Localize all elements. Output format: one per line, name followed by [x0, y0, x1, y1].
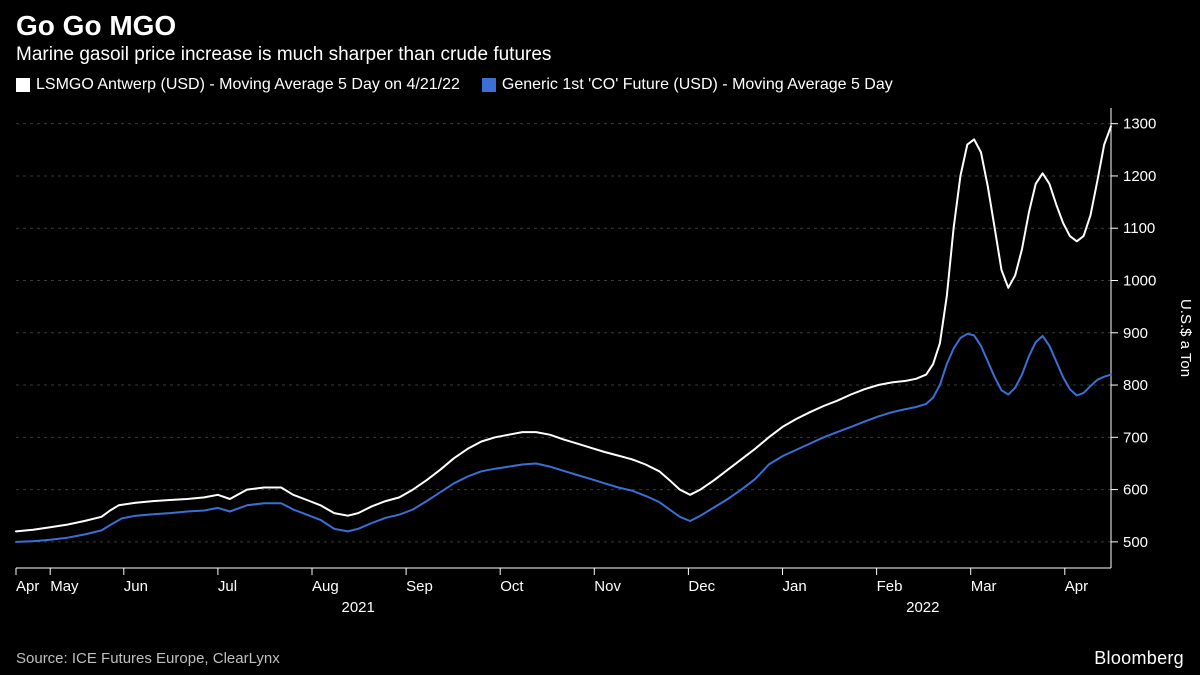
svg-text:Feb: Feb — [877, 578, 903, 595]
source-attribution: Source: ICE Futures Europe, ClearLynx — [16, 650, 280, 667]
svg-text:May: May — [50, 578, 79, 595]
svg-text:Jul: Jul — [218, 578, 237, 595]
svg-text:2021: 2021 — [342, 599, 375, 616]
legend-swatch-co — [482, 78, 496, 92]
legend-label-co: Generic 1st 'CO' Future (USD) - Moving A… — [502, 76, 893, 94]
svg-text:700: 700 — [1123, 429, 1148, 446]
svg-text:1000: 1000 — [1123, 273, 1156, 290]
svg-text:Aug: Aug — [312, 578, 339, 595]
chart-legend: LSMGO Antwerp (USD) - Moving Average 5 D… — [0, 70, 1200, 94]
chart-subtitle: Marine gasoil price increase is much sha… — [16, 44, 1184, 66]
chart-header: Go Go MGO Marine gasoil price increase i… — [0, 0, 1200, 70]
svg-text:Jun: Jun — [124, 578, 148, 595]
chart-plot-area: 500 600 700 800 900 1000 1100 1200 1300 U.S.$ a T… — [6, 108, 1200, 635]
svg-text:2022: 2022 — [906, 599, 939, 616]
legend-item-lsmgo: LSMGO Antwerp (USD) - Moving Average 5 D… — [16, 76, 460, 94]
svg-text:1100: 1100 — [1123, 220, 1155, 237]
chart-svg: 500 600 700 800 900 1000 1100 1200 1300 U.S.$ a T… — [6, 108, 1200, 635]
svg-text:1300: 1300 — [1123, 116, 1156, 133]
svg-text:900: 900 — [1123, 325, 1148, 342]
svg-text:Apr: Apr — [1065, 578, 1088, 595]
svg-text:U.S.$ a Ton: U.S.$ a Ton — [1177, 299, 1194, 377]
svg-text:Apr: Apr — [16, 578, 39, 595]
svg-text:Sep: Sep — [406, 578, 433, 595]
svg-text:1200: 1200 — [1123, 168, 1156, 185]
svg-text:Oct: Oct — [500, 578, 524, 595]
legend-item-co: Generic 1st 'CO' Future (USD) - Moving A… — [482, 76, 893, 94]
brand-attribution: Bloomberg — [1094, 648, 1184, 669]
chart-title: Go Go MGO — [16, 10, 1184, 42]
svg-text:Nov: Nov — [594, 578, 621, 595]
svg-text:Mar: Mar — [971, 578, 997, 595]
legend-label-lsmgo: LSMGO Antwerp (USD) - Moving Average 5 D… — [36, 76, 460, 94]
svg-text:Jan: Jan — [783, 578, 807, 595]
svg-text:800: 800 — [1123, 377, 1148, 394]
svg-text:500: 500 — [1123, 534, 1148, 551]
legend-swatch-lsmgo — [16, 78, 30, 92]
chart-footer: Source: ICE Futures Europe, ClearLynx Bl… — [0, 641, 1200, 675]
svg-text:600: 600 — [1123, 482, 1148, 499]
svg-text:Dec: Dec — [688, 578, 715, 595]
